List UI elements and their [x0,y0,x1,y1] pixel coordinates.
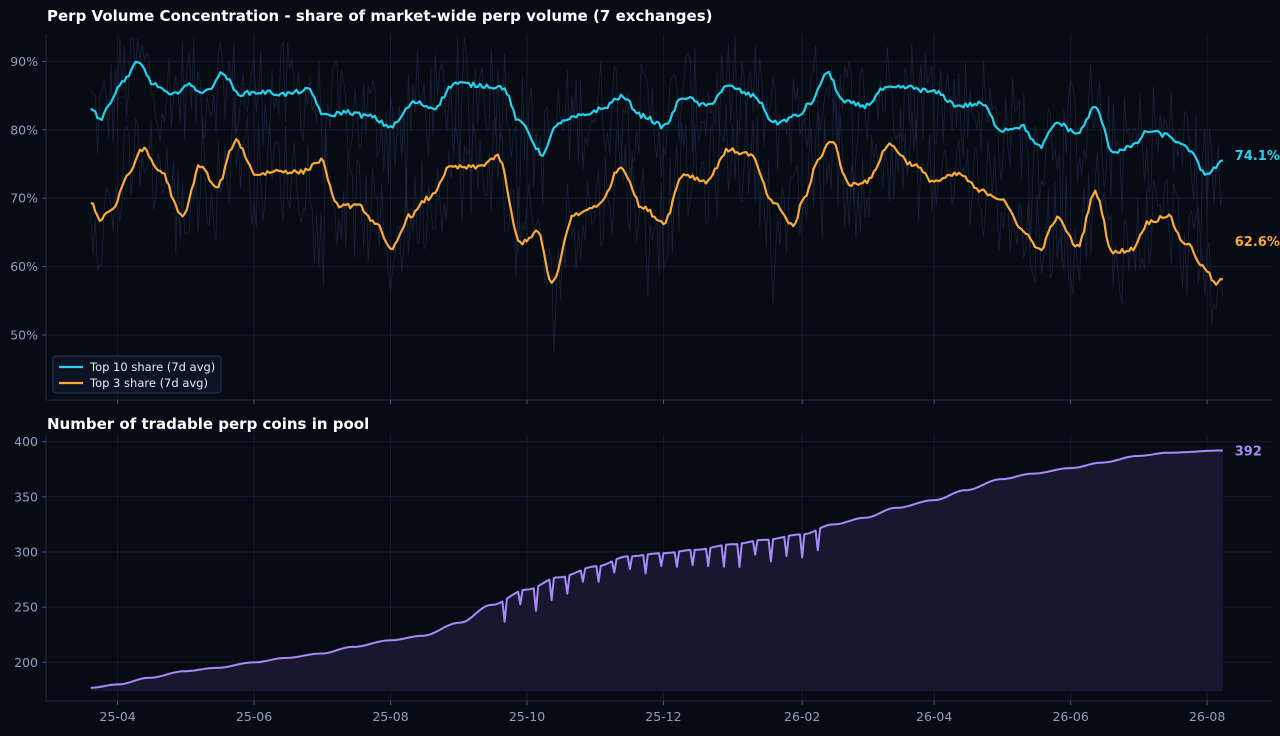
x-tick-label: 25-04 [99,709,135,724]
top3-end-label: 62.6% [1235,235,1280,250]
x-tick-label: 25-08 [372,709,408,724]
top-y-tick-label: 50% [10,328,38,343]
top-chart-y-ticks: 50% 60% 70% 80% 90% [10,54,46,343]
bottom-chart-area [90,450,1223,692]
legend-label-top10: Top 10 share (7d avg) [89,360,215,374]
x-tick-label: 25-12 [645,709,681,724]
x-tick-label: 26-06 [1052,709,1088,724]
pool-count-end-label: 392 [1235,444,1262,459]
bottom-y-tick-label: 200 [14,655,38,670]
x-tick-label: 25-10 [509,709,545,724]
daily-noise-0 [90,36,1224,284]
bottom-y-tick-label: 250 [14,600,38,615]
bottom-chart-series [90,449,1223,689]
x-tick-label: 25-06 [236,709,272,724]
bottom-y-tick-label: 300 [14,544,38,559]
top-y-tick-label: 90% [10,54,38,69]
pool-count-line [90,449,1223,689]
top-chart-series [90,60,1224,286]
top-chart-grid [46,34,1272,400]
daily-noise-1 [90,96,1224,354]
x-tick-label: 26-04 [916,709,952,724]
x-tick-label: 26-08 [1189,709,1225,724]
top10-end-label: 74.1% [1235,149,1280,164]
bottom-chart-axes [45,435,1272,702]
bottom-y-tick-label: 400 [14,434,38,449]
top-chart-title: Perp Volume Concentration - share of mar… [47,7,712,25]
bottom-y-tick-label: 350 [14,489,38,504]
x-tick-label: 26-02 [784,709,820,724]
legend-label-top3: Top 3 share (7d avg) [89,376,208,390]
pool-count-area [90,450,1223,692]
series-end-labels: 74.1% 62.6% 392 [1235,149,1280,460]
top3-share-line [90,138,1224,286]
top-chart-axes [45,34,1272,401]
top10-share-line [90,60,1223,176]
top-chart-legend: Top 10 share (7d avg) Top 3 share (7d av… [52,355,222,394]
legend-box [52,355,222,394]
bottom-chart-y-ticks: 200 250 300 350 400 [14,434,46,670]
bottom-chart-title: Number of tradable perp coins in pool [47,415,369,433]
top-y-tick-label: 60% [10,259,38,274]
top-y-tick-label: 70% [10,191,38,206]
top-chart-daily-noise [90,36,1224,354]
x-axis-ticks: 25-04 25-06 25-08 25-10 25-12 26-02 26-04 26-06… [99,400,1225,724]
top-y-tick-label: 80% [10,122,38,137]
